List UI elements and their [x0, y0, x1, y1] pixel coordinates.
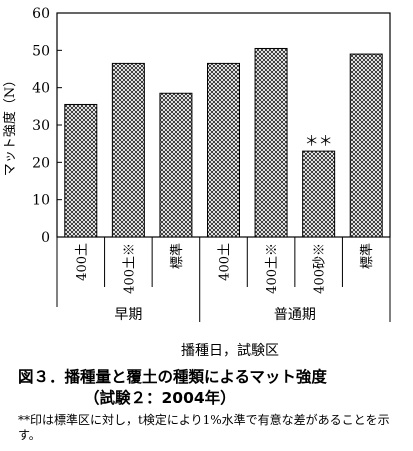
y-tick-label: 60	[32, 6, 50, 22]
bar-chart: 0 10 20 30 40 50 60 400土 400土※ 標準 400土 400土※ ＊＊ 400砂※…	[2, 6, 391, 359]
group-label: 普通期	[274, 307, 316, 323]
group-label: 早期	[114, 307, 142, 323]
y-tick-label: 40	[32, 81, 50, 97]
category-label: 400土	[218, 243, 233, 281]
labels: 0 10 20 30 40 50 60 400土 400土※ 標準 400土 400土※ ＊＊ 400砂※…	[32, 6, 375, 323]
category-label: 400土	[75, 243, 90, 281]
category-label: 標準	[169, 243, 185, 269]
significance-label: ＊＊	[305, 134, 333, 150]
category-label: 400砂※	[313, 243, 328, 294]
y-tick-label: 10	[32, 193, 50, 209]
footnote: **印は標準区に対し，t検定により1%水準で有意な差があることを示す。	[18, 413, 390, 442]
category-label: 400土※	[122, 243, 137, 294]
y-tick-label: 20	[32, 155, 50, 171]
bar	[64, 103, 98, 238]
caption-line-2: （試験２：2004年）	[84, 389, 236, 407]
caption-line-1: 図３．播種量と覆土の種類によるマット強度	[18, 368, 327, 386]
category-label: 標準	[359, 243, 375, 269]
bars	[64, 47, 383, 238]
figure-caption: 図３．播種量と覆土の種類によるマット強度 （試験２：2004年）	[18, 367, 327, 409]
y-tick-label: 30	[32, 118, 50, 134]
category-label: 400土※	[265, 243, 280, 294]
y-axis-label: マット強度（N）	[2, 74, 18, 176]
bar	[349, 53, 383, 238]
bar	[302, 150, 336, 238]
bar	[159, 92, 193, 238]
bar	[111, 62, 145, 238]
bar	[207, 62, 240, 238]
y-tick-label: 0	[41, 230, 50, 246]
y-tick-label: 50	[32, 43, 50, 59]
x-axis-label: 播種日，試験区	[181, 343, 279, 359]
bar	[254, 47, 288, 238]
